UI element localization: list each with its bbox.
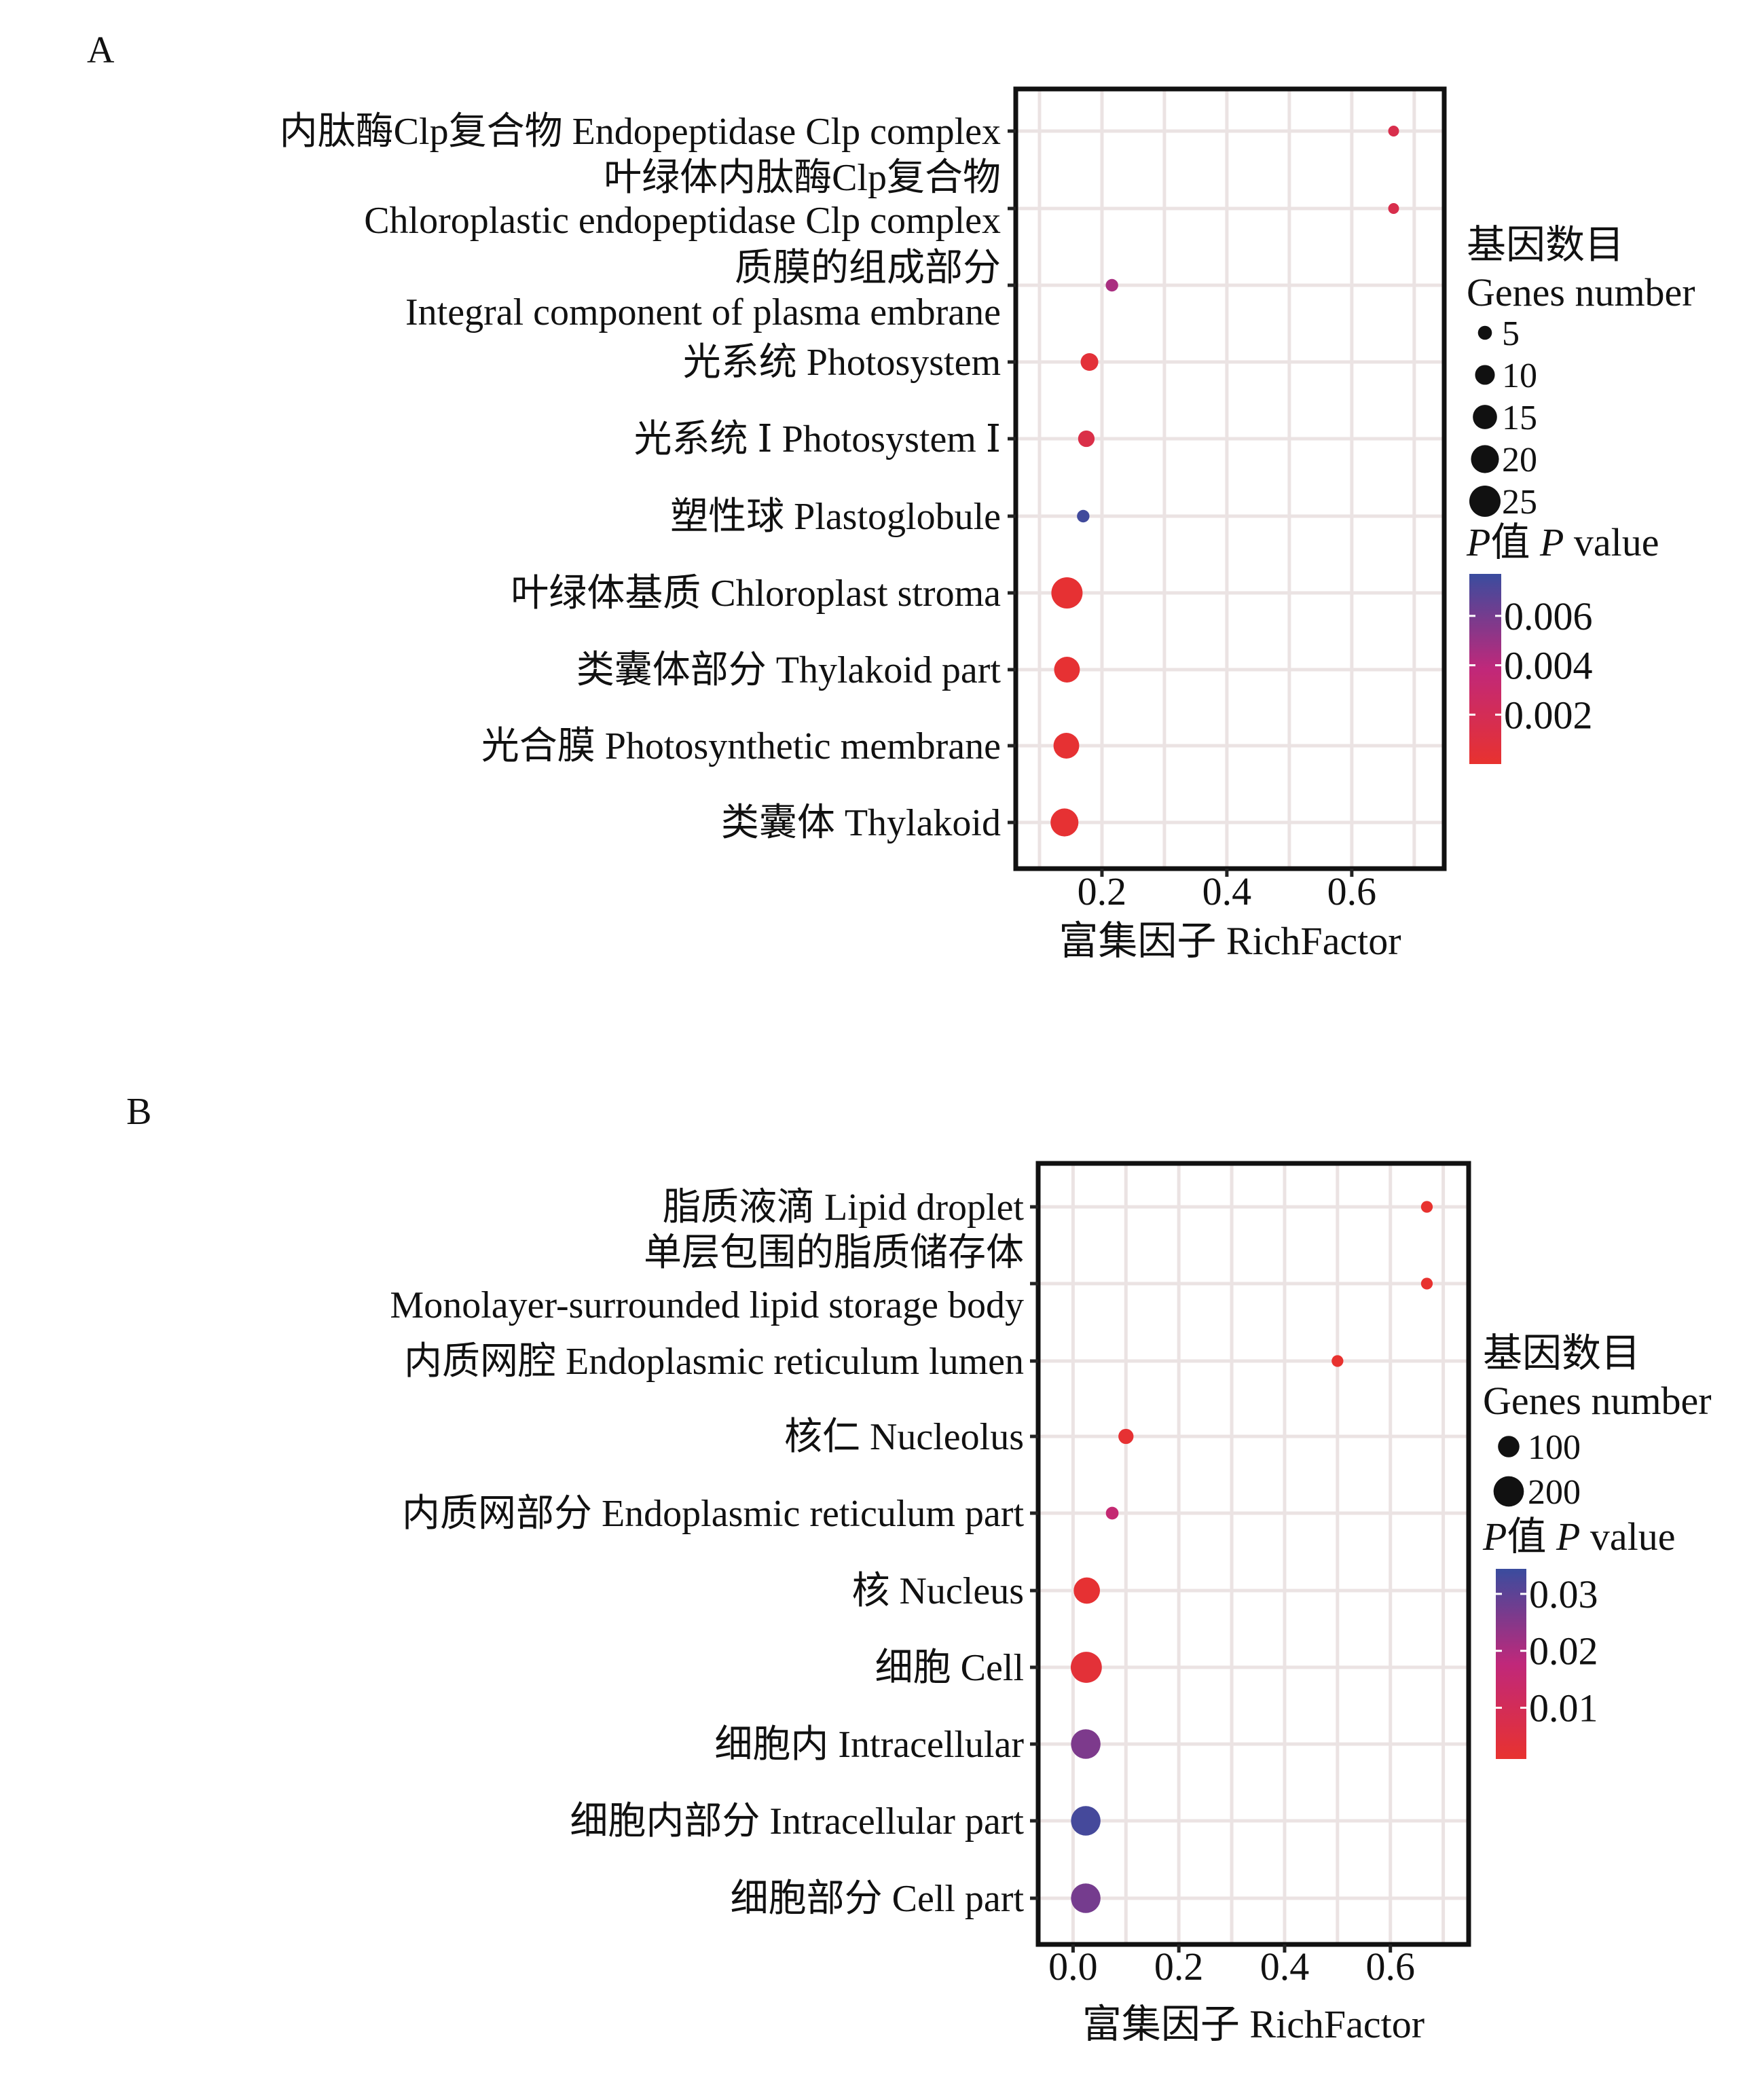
size-legend-dot — [1493, 1476, 1524, 1507]
size-legend-dot — [1475, 365, 1495, 385]
x-tick-label: 0.0 — [1048, 1944, 1098, 1989]
y-tick-label: 细胞 Cell — [875, 1647, 1024, 1689]
y-tick-label: 内质网腔 Endoplasmic reticulum lumen — [404, 1341, 1024, 1383]
size-legend-title-zh: 基因数目 — [1467, 223, 1624, 267]
y-tick-label: Integral component of plasma embrane — [405, 291, 1001, 333]
data-point — [1071, 1806, 1101, 1836]
size-legend-dot — [1473, 405, 1497, 429]
title-zh: 值 — [1507, 1515, 1556, 1559]
data-point — [1077, 509, 1090, 523]
data-point — [1105, 1506, 1119, 1520]
size-legend-dot — [1477, 325, 1492, 340]
size-legend-title-zh: 基因数目 — [1483, 1331, 1640, 1375]
title-zh: 值 — [1490, 520, 1540, 564]
y-tick-label: 光系统 Photosystem — [683, 342, 1001, 384]
y-tick-label: 光系统 Ⅰ Photosystem Ⅰ — [633, 418, 1001, 460]
y-tick-label: 内肽酶Clp复合物 Endopeptidase Clp complex — [280, 111, 1001, 153]
plot-frame — [1013, 86, 1447, 871]
colorbar-label: 0.004 — [1504, 644, 1593, 688]
data-point — [1053, 733, 1080, 759]
y-tick-label: 塑性球 Plastoglobule — [670, 496, 1001, 538]
x-tick-label: 0.2 — [1078, 869, 1127, 913]
title-en: value — [1564, 520, 1659, 564]
y-tick-label: Monolayer-surrounded lipid storage body — [390, 1284, 1024, 1326]
x-axis-title: 富集因子 RichFactor — [1059, 919, 1401, 963]
data-point — [1051, 577, 1083, 609]
size-legend-label: 5 — [1502, 314, 1520, 353]
data-point — [1071, 1729, 1101, 1759]
panel-a-letter: A — [87, 29, 115, 71]
x-tick-label: 0.2 — [1154, 1944, 1204, 1989]
data-point — [1050, 808, 1079, 837]
size-legend-dot — [1469, 486, 1501, 517]
size-legend-title-en: Genes number — [1467, 270, 1695, 314]
data-point — [1105, 278, 1118, 292]
y-tick-label: 质膜的组成部分 — [735, 247, 1001, 289]
data-point — [1070, 1652, 1102, 1683]
y-tick-label: 细胞部分 Cell part — [731, 1878, 1025, 1920]
data-point — [1420, 1277, 1433, 1290]
title-en: value — [1580, 1515, 1675, 1559]
y-tick-label: 类囊体 Thylakoid — [721, 802, 1001, 844]
data-point — [1331, 1355, 1344, 1367]
x-axis-title: 富集因子 RichFactor — [1082, 2002, 1425, 2046]
colorbar-label: 0.006 — [1504, 594, 1593, 638]
data-point — [1080, 352, 1099, 371]
chart-a: 内肽酶Clp复合物 Endopeptidase Clp complex叶绿体内肽… — [280, 86, 1695, 963]
colorbar — [1469, 574, 1501, 764]
y-tick-label: 光合膜 Photosynthetic membrane — [481, 725, 1001, 767]
p-italic: P — [1556, 1515, 1580, 1559]
y-tick-label: 核仁 Nucleolus — [784, 1416, 1024, 1458]
y-tick-label: 细胞内 Intracellular — [714, 1724, 1024, 1766]
x-tick-label: 0.4 — [1202, 869, 1252, 913]
data-point — [1118, 1428, 1134, 1445]
colorbar — [1496, 1569, 1526, 1759]
y-tick-label: Chloroplastic endopeptidase Clp complex — [364, 200, 1001, 242]
color-legend-title: P值 P value — [1466, 520, 1659, 564]
x-tick-label: 0.6 — [1327, 869, 1377, 913]
data-point — [1071, 1883, 1101, 1913]
y-tick-label: 核 Nucleus — [851, 1570, 1024, 1612]
size-legend-label: 25 — [1502, 483, 1537, 522]
p-italic: P — [1466, 520, 1490, 564]
x-tick-label: 0.6 — [1365, 1944, 1415, 1989]
color-legend-title: P值 P value — [1482, 1515, 1676, 1559]
colorbar-label: 0.002 — [1504, 693, 1593, 737]
size-legend-label: 15 — [1502, 399, 1537, 437]
data-point — [1420, 1201, 1433, 1213]
y-tick-label: 叶绿体基质 Chloroplast stroma — [511, 573, 1001, 615]
y-tick-label: 叶绿体内肽酶Clp复合物 — [604, 157, 1001, 199]
size-legend-title-en: Genes number — [1483, 1379, 1712, 1423]
p-italic: P — [1482, 1515, 1507, 1559]
size-legend-label: 10 — [1502, 357, 1537, 395]
size-legend-dot — [1471, 445, 1499, 473]
y-tick-label: 单层包围的脂质储存体 — [644, 1232, 1024, 1274]
data-point — [1388, 126, 1399, 137]
plot-frame — [1035, 1161, 1471, 1947]
colorbar-label: 0.01 — [1529, 1686, 1598, 1730]
y-tick-label: 细胞内部分 Intracellular part — [570, 1800, 1024, 1843]
y-tick-label: 脂质液滴 Lipid droplet — [663, 1186, 1024, 1229]
colorbar-label: 0.03 — [1529, 1572, 1598, 1616]
size-legend-label: 20 — [1502, 441, 1537, 479]
colorbar-label: 0.02 — [1529, 1629, 1598, 1673]
size-legend-dot — [1498, 1436, 1520, 1457]
y-tick-label: 内质网部分 Endoplasmic reticulum part — [402, 1493, 1024, 1535]
panel-b-letter: B — [126, 1091, 151, 1133]
data-point — [1073, 1577, 1101, 1604]
data-point — [1078, 430, 1095, 448]
data-point — [1388, 203, 1399, 214]
size-legend-label: 200 — [1528, 1473, 1581, 1512]
data-point — [1054, 657, 1080, 683]
p-italic: P — [1539, 520, 1564, 564]
size-legend-label: 100 — [1528, 1428, 1581, 1467]
x-tick-label: 0.4 — [1260, 1944, 1310, 1989]
y-tick-label: 类囊体部分 Thylakoid part — [576, 649, 1002, 691]
